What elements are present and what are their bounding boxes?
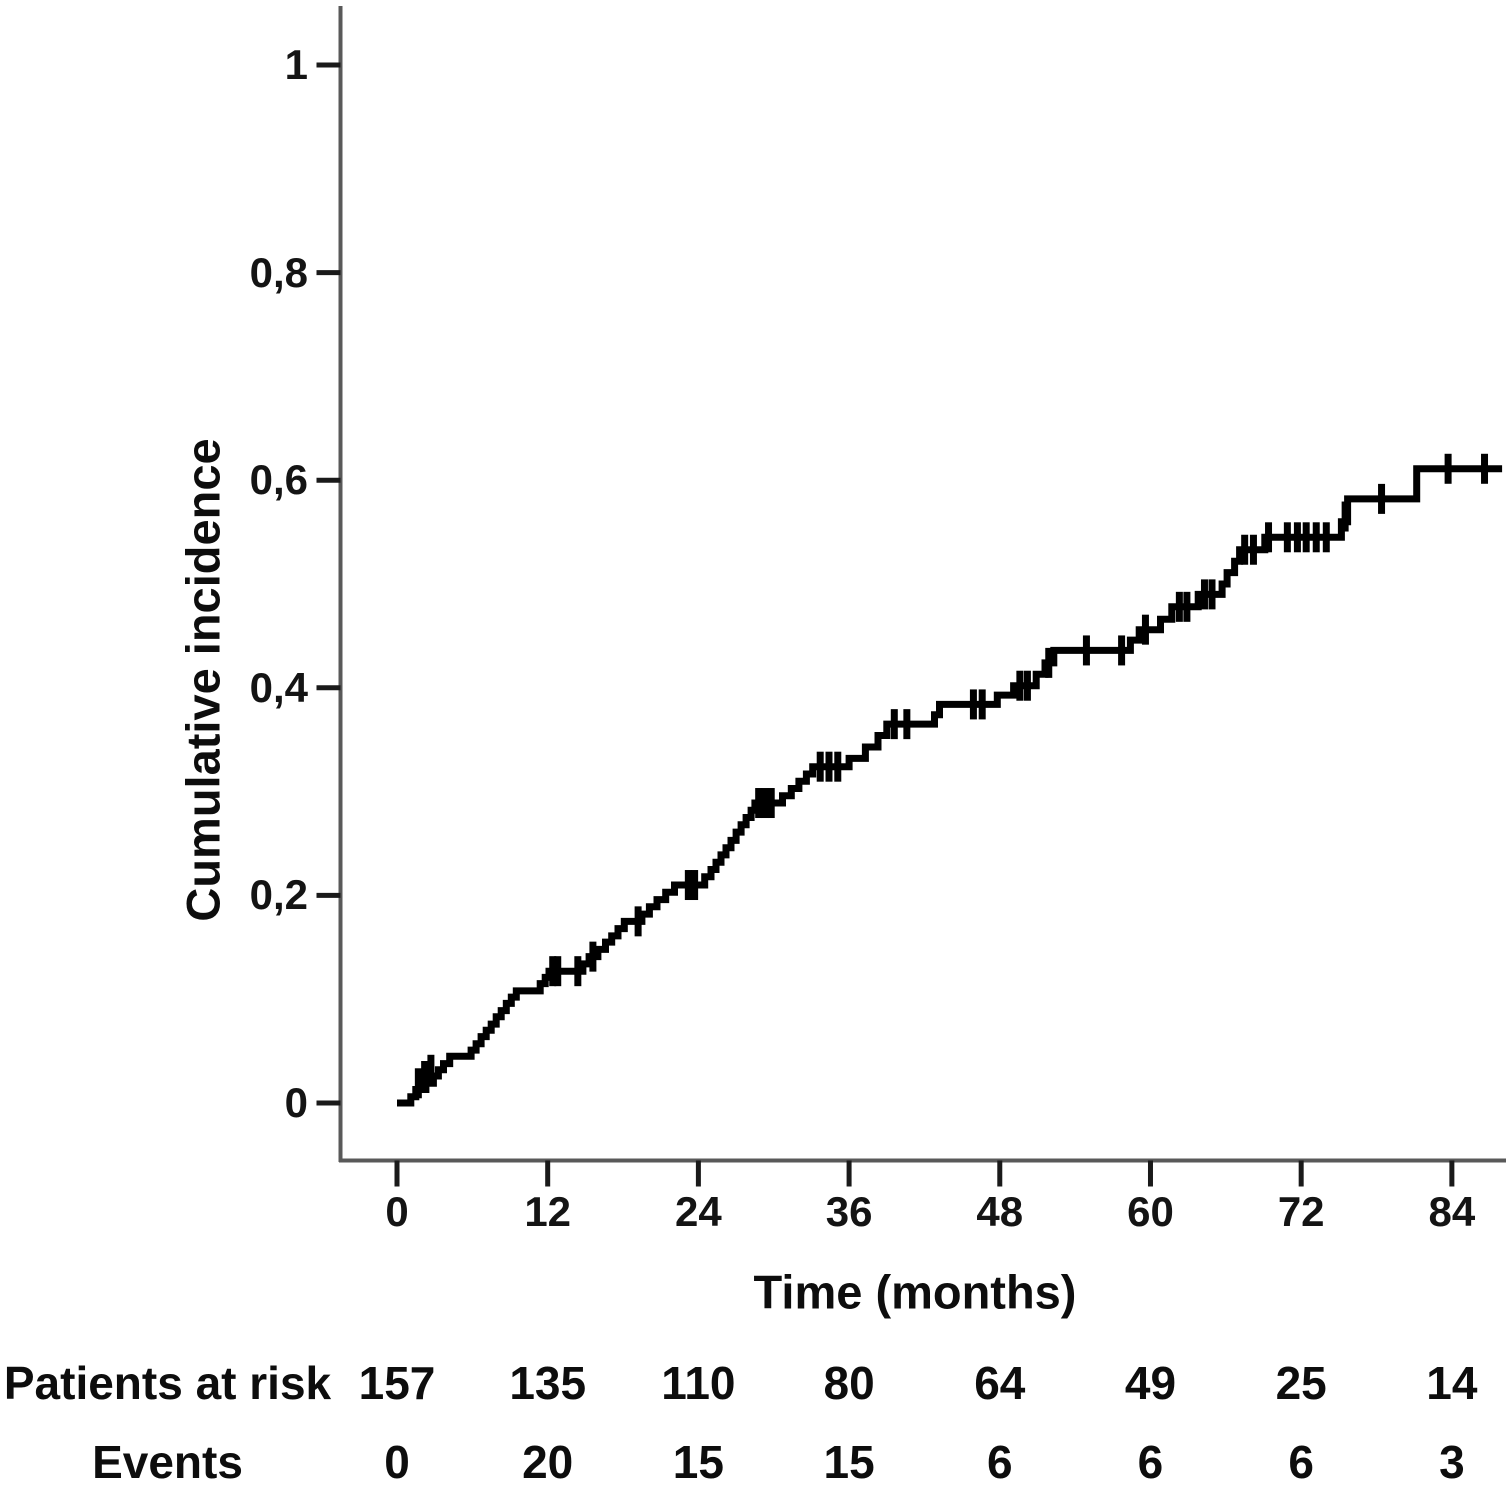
- x-tick-label: 84: [1428, 1188, 1476, 1235]
- x-tick-label: 60: [1127, 1188, 1174, 1235]
- y-tick-label: 0,6: [249, 456, 308, 504]
- y-tick-label: 1: [284, 41, 308, 88]
- x-tick-label: 48: [976, 1188, 1024, 1235]
- patients-at-risk-value: 157: [358, 1357, 436, 1409]
- y-tick-label: 0,4: [249, 663, 308, 711]
- patients-at-risk-value: 135: [509, 1357, 587, 1409]
- patients-at-risk-row-label: Patients at risk: [3, 1357, 332, 1409]
- x-tick-label: 0: [385, 1188, 409, 1235]
- cumulative-incidence-curve: [397, 465, 1503, 1107]
- events-value: 15: [823, 1436, 875, 1488]
- patients-at-risk-value: 80: [823, 1357, 875, 1409]
- y-tick-label: 0,8: [249, 248, 308, 296]
- patients-at-risk-value: 49: [1124, 1357, 1177, 1409]
- events-value: 3: [1439, 1436, 1465, 1488]
- events-row-label: Events: [92, 1436, 243, 1488]
- x-tick-label: 72: [1277, 1188, 1325, 1235]
- events-value: 6: [1137, 1436, 1164, 1488]
- x-tick-label: 24: [675, 1188, 722, 1235]
- events-value: 0: [384, 1436, 410, 1488]
- patients-at-risk-value: 110: [661, 1357, 736, 1409]
- x-tick-label: 12: [524, 1188, 572, 1235]
- events-value: 6: [986, 1436, 1013, 1488]
- x-axis-title: Time (months): [753, 1265, 1077, 1319]
- patients-at-risk-value: 64: [974, 1357, 1026, 1409]
- events-value: 15: [672, 1436, 724, 1488]
- patients-at-risk-value: 14: [1426, 1357, 1478, 1409]
- events-value: 20: [522, 1436, 574, 1488]
- y-tick-label: 0: [284, 1079, 308, 1126]
- y-tick-label: 0,2: [249, 871, 308, 919]
- patients-at-risk-value: 25: [1275, 1357, 1327, 1409]
- events-value: 6: [1288, 1436, 1314, 1488]
- x-tick-label: 36: [825, 1188, 873, 1235]
